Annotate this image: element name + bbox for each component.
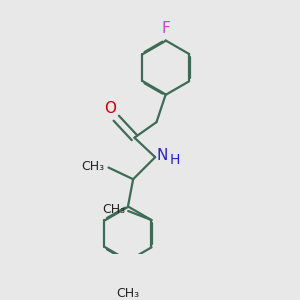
- Text: H: H: [169, 153, 180, 167]
- Text: CH₃: CH₃: [82, 160, 105, 173]
- Text: N: N: [157, 148, 168, 164]
- Text: F: F: [161, 21, 170, 36]
- Text: CH₃: CH₃: [116, 287, 140, 300]
- Text: O: O: [104, 100, 116, 116]
- Text: CH₃: CH₃: [103, 203, 126, 216]
